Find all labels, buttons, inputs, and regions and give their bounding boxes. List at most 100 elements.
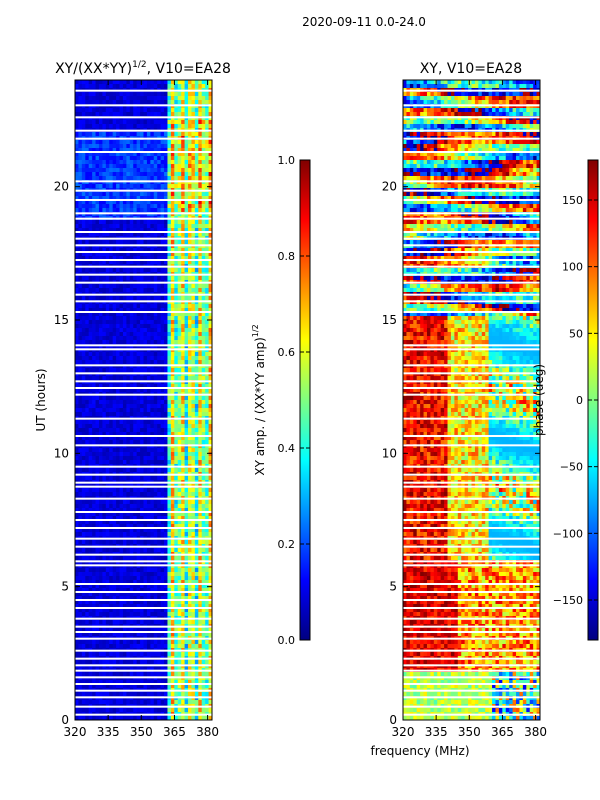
heatmap-cell [105,448,110,453]
heatmap-cell [188,476,193,481]
heatmap-cell [153,252,158,257]
heatmap-cell [184,384,189,389]
heatmap-cell [198,172,203,177]
heatmap-cell [198,412,203,417]
heatmap-cell [174,164,179,169]
heatmap-cell [102,568,107,573]
heatmap-cell [133,360,138,365]
heatmap-cell [153,304,158,309]
heatmap-cell [167,320,172,325]
heatmap-cell [116,204,121,209]
heatmap-cell [116,448,121,453]
heatmap-cell [188,220,193,225]
heatmap-cell [191,356,196,361]
heatmap-cell [164,92,169,97]
heatmap-cell [116,436,121,441]
heatmap-cell [205,384,210,389]
heatmap-cell [126,548,131,553]
heatmap-cell [98,312,103,317]
heatmap-cell [208,232,212,237]
heatmap-cell [81,540,86,545]
heatmap-cell [184,504,189,509]
heatmap-cell [81,508,86,513]
heatmap-cell [184,460,189,465]
heatmap-cell [75,432,80,437]
heatmap-cell [153,296,158,301]
heatmap-cell [112,500,117,505]
heatmap-cell [88,352,93,357]
heatmap-cell [205,572,210,577]
heatmap-cell [153,268,158,273]
heatmap-cell [95,436,100,441]
heatmap-cell [198,284,203,289]
heatmap-cell [92,140,97,145]
heatmap-cell [78,308,83,313]
heatmap-cell [75,448,80,453]
heatmap-cell [198,568,203,573]
heatmap-cell [112,396,117,401]
heatmap-cell [143,224,148,229]
heatmap-cell [160,424,165,429]
heatmap-cell [78,312,83,317]
heatmap-cell [174,312,179,317]
heatmap-cell [143,92,148,97]
heatmap-cell [78,452,83,457]
heatmap-cell [129,296,134,301]
heatmap-cell [167,220,172,225]
heatmap-cell [150,84,155,89]
heatmap-cell [170,448,175,453]
heatmap-cell [88,488,93,493]
heatmap-cell [136,308,141,313]
heatmap-cell [112,520,117,525]
heatmap-cell [129,540,134,545]
heatmap-cell [92,504,97,509]
heatmap-cell [205,528,210,533]
heatmap-cell [95,452,100,457]
heatmap-cell [140,328,145,333]
heatmap-cell [146,256,151,261]
heatmap-cell [150,156,155,161]
heatmap-cell [164,196,169,201]
heatmap-cell [157,520,162,525]
heatmap-cell [112,516,117,521]
heatmap-cell [85,324,90,329]
heatmap-cell [150,548,155,553]
heatmap-cell [170,528,175,533]
heatmap-cell [143,312,148,317]
heatmap-cell [85,476,90,481]
heatmap-cell [98,220,103,225]
heatmap-cell [188,200,193,205]
heatmap-cell [105,312,110,317]
heatmap-cell [78,572,83,577]
heatmap-cell [181,284,186,289]
heatmap-cell [188,132,193,137]
heatmap-cell [188,524,193,529]
heatmap-cell [177,112,182,117]
heatmap-cell [191,92,196,97]
heatmap-cell [164,220,169,225]
heatmap-cell [116,228,121,233]
heatmap-cell [109,176,114,181]
heatmap-cell [150,508,155,513]
heatmap-cell [112,152,117,157]
heatmap-cell [85,556,90,561]
heatmap-cell [146,532,151,537]
heatmap-cell [81,252,86,257]
heatmap-cell [102,152,107,157]
heatmap-cell [88,512,93,517]
heatmap-cell [170,468,175,473]
heatmap-cell [160,332,165,337]
heatmap-cell [136,516,141,521]
heatmap-cell [191,360,196,365]
heatmap-cell [205,260,210,265]
heatmap-cell [153,408,158,413]
heatmap-cell [188,388,193,393]
heatmap-cell [160,220,165,225]
heatmap-cell [205,84,210,89]
heatmap-cell [112,156,117,161]
heatmap-cell [177,516,182,521]
heatmap-cell [119,184,124,189]
heatmap-cell [95,308,100,313]
heatmap-cell [198,528,203,533]
heatmap-cell [181,360,186,365]
